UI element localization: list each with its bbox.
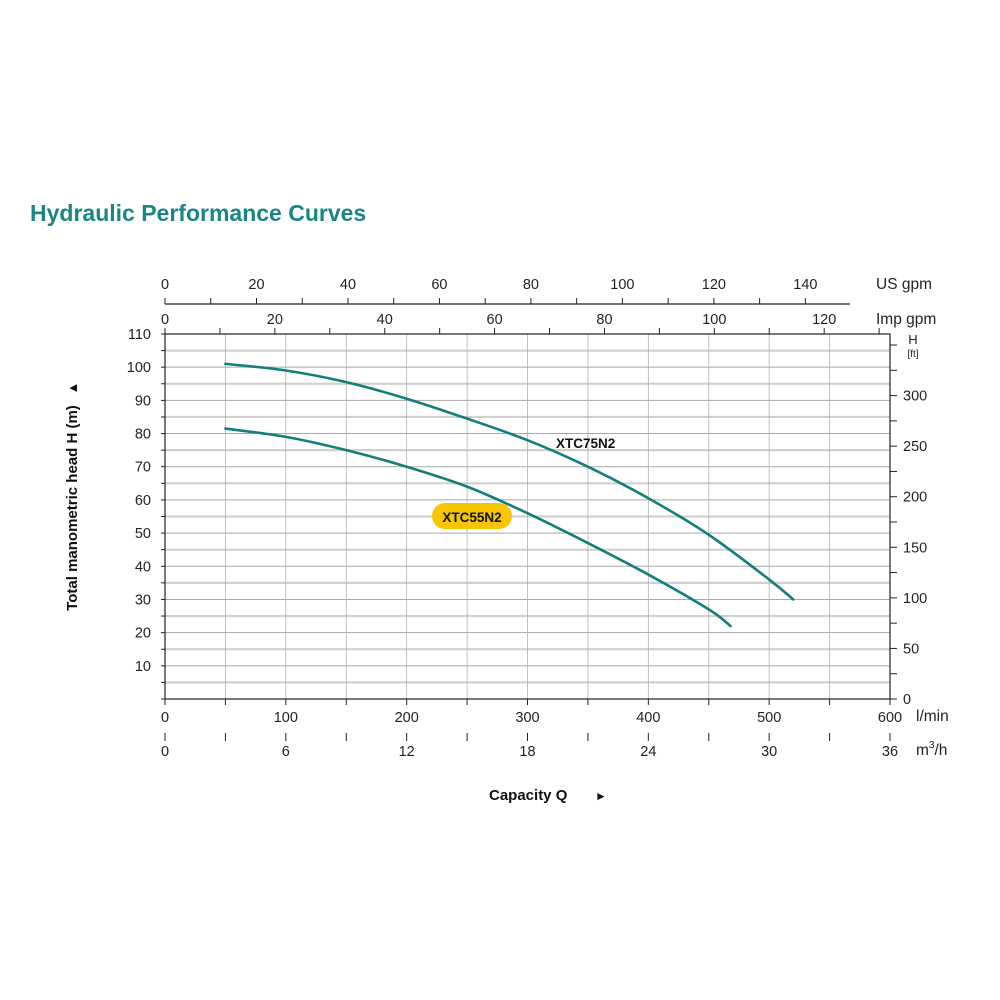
- x-tick-label: 400: [636, 710, 660, 726]
- us-gpm-tick-label: 20: [248, 277, 264, 293]
- us-gpm-unit: US gpm: [876, 276, 932, 293]
- y-tick-label: 40: [135, 559, 151, 575]
- imp-gpm-tick-label: 20: [267, 312, 283, 328]
- x-axis-label: Capacity Q: [489, 787, 568, 804]
- x-axis-arrow-icon: ►: [595, 789, 607, 803]
- y-tick-label: 50: [135, 526, 151, 542]
- y-right-tick-label: 0: [903, 692, 911, 708]
- x-tick-label: 600: [878, 710, 902, 726]
- y-tick-label: 70: [135, 460, 151, 476]
- series-line-xtc75n2: [224, 362, 795, 601]
- y-tick-label: 20: [135, 626, 151, 642]
- imp-gpm-tick-label: 80: [596, 312, 612, 328]
- x-tick-label: 200: [395, 710, 419, 726]
- us-gpm-tick-label: 0: [161, 277, 169, 293]
- x-tick-label: 0: [161, 710, 169, 726]
- y-tick-label: 30: [135, 592, 151, 608]
- y-right-tick-label: 300: [903, 389, 927, 405]
- y-tick-label: 10: [135, 659, 151, 675]
- x2-tick-label: 24: [640, 744, 656, 760]
- series-label: XTC75N2: [556, 436, 615, 451]
- x2-unit-label: m3/h: [916, 740, 947, 759]
- imp-gpm-tick-label: 40: [377, 312, 393, 328]
- series-line-xtc55n2: [224, 427, 732, 628]
- imp-gpm-tick-label: 0: [161, 312, 169, 328]
- x2-tick-label: 36: [882, 744, 898, 760]
- y-tick-label: 60: [135, 493, 151, 509]
- us-gpm-tick-label: 40: [340, 277, 356, 293]
- series-label: XTC55N2: [442, 510, 501, 525]
- y-right-tick-label: 250: [903, 439, 927, 455]
- x2-tick-label: 12: [399, 744, 415, 760]
- us-gpm-tick-label: 140: [793, 277, 817, 293]
- x2-tick-label: 18: [519, 744, 535, 760]
- us-gpm-tick-label: 80: [523, 277, 539, 293]
- y-right-tick-label: 150: [903, 540, 927, 556]
- x-unit-label: l/min: [916, 708, 949, 725]
- y-right-tick-label: 100: [903, 591, 927, 607]
- us-gpm-tick-label: 120: [702, 277, 726, 293]
- x-tick-label: 300: [515, 710, 539, 726]
- y-right-unit: H: [908, 332, 917, 347]
- x-tick-label: 100: [274, 710, 298, 726]
- imp-gpm-tick-label: 60: [487, 312, 503, 328]
- y-axis-label: Total manometric head H (m): [64, 405, 81, 611]
- x2-tick-label: 0: [161, 744, 169, 760]
- us-gpm-tick-label: 100: [610, 277, 634, 293]
- y-tick-label: 100: [127, 360, 151, 376]
- y-tick-label: 80: [135, 427, 151, 443]
- x-tick-label: 500: [757, 710, 781, 726]
- imp-gpm-tick-label: 100: [702, 312, 726, 328]
- imp-gpm-unit: Imp gpm: [876, 311, 936, 328]
- imp-gpm-tick-label: 120: [812, 312, 836, 328]
- y-axis-arrow-icon: ▲: [65, 382, 80, 395]
- y-tick-label: 110: [128, 327, 151, 343]
- y-right-tick-label: 50: [903, 641, 919, 657]
- y-tick-label: 90: [135, 393, 151, 409]
- x2-tick-label: 30: [761, 744, 777, 760]
- y-right-tick-label: 200: [903, 490, 927, 506]
- chart-title: Hydraulic Performance Curves: [30, 200, 367, 226]
- series-badge: [432, 503, 512, 529]
- y-right-unit-sub: [ft]: [907, 349, 918, 360]
- us-gpm-tick-label: 60: [431, 277, 447, 293]
- x2-tick-label: 6: [282, 744, 290, 760]
